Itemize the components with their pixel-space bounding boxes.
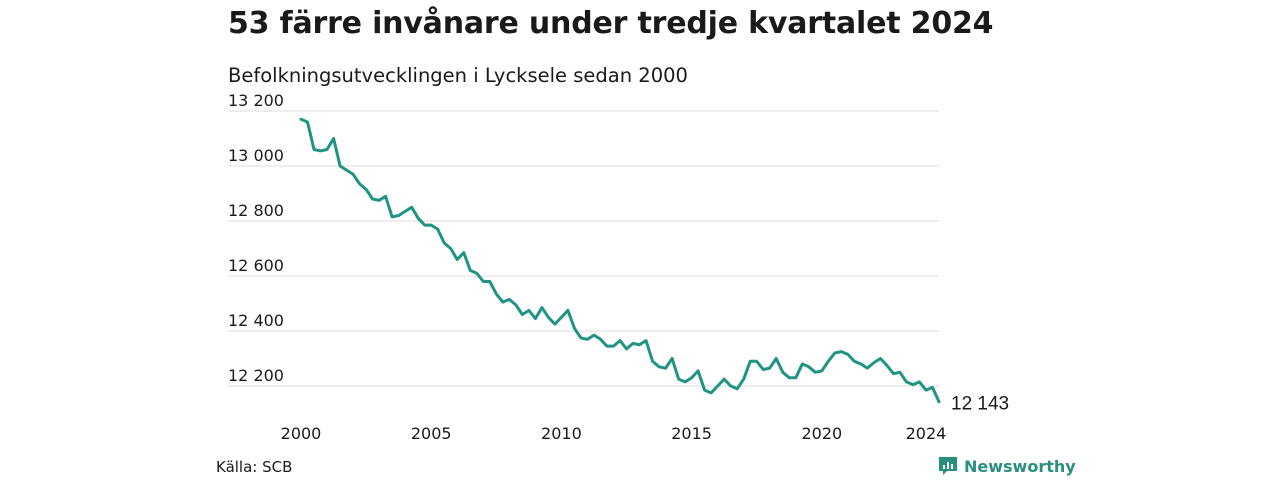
source-label: Källa: SCB	[216, 458, 293, 476]
population-line	[299, 117, 941, 404]
x-tick-label: 2000	[281, 424, 322, 443]
newsworthy-logo-icon	[939, 457, 957, 475]
y-axis-tick-labels: 12 200 12 400 12 600 12 800 13 000 13 200	[228, 91, 284, 385]
y-tick-label: 12 200	[228, 366, 284, 385]
y-tick-label: 12 800	[228, 201, 284, 220]
x-tick-label: 2005	[411, 424, 452, 443]
x-tick-label: 2015	[671, 424, 712, 443]
brand-name: Newsworthy	[964, 456, 1076, 476]
y-tick-label: 13 200	[228, 91, 284, 110]
y-tick-label: 12 600	[228, 256, 284, 275]
grid-lines	[228, 110, 939, 387]
brand-logo: Newsworthy	[938, 456, 1076, 476]
x-tick-label: 2020	[801, 424, 842, 443]
x-tick-label: 2024	[906, 424, 947, 443]
chart-title: 53 färre invånare under tredje kvartalet…	[228, 6, 994, 41]
x-tick-label: 2010	[541, 424, 582, 443]
y-tick-label: 13 000	[228, 146, 284, 165]
x-axis-tick-labels: 2000 2005 2010 2015 2020 2024	[281, 424, 947, 443]
chart-subtitle: Befolkningsutvecklingen i Lycksele sedan…	[228, 64, 688, 87]
y-tick-label: 12 400	[228, 311, 284, 330]
end-value-label: 12 143	[951, 394, 1009, 415]
